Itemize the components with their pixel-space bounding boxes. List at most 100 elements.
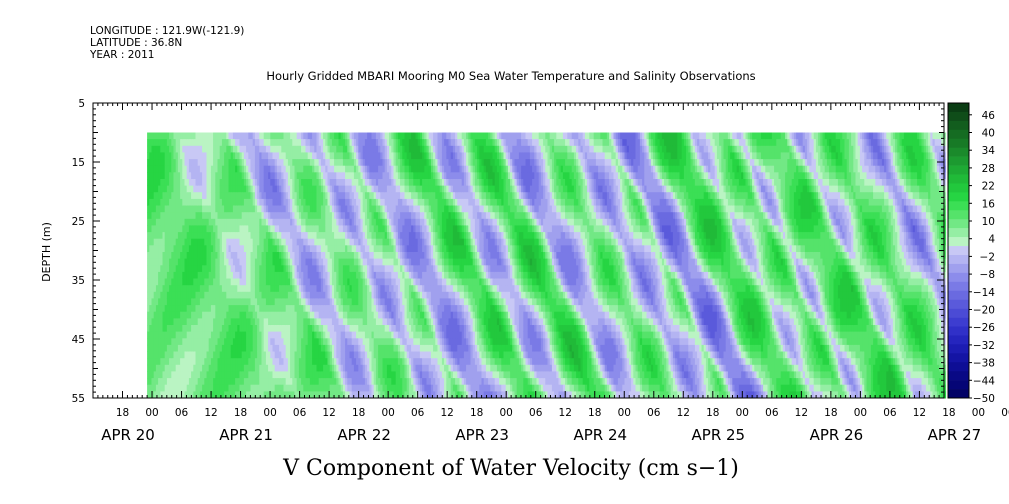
heatmap-cell [353, 331, 357, 339]
heatmap-cell [248, 391, 251, 399]
heatmap-cell [369, 218, 372, 226]
heatmap-cell [246, 305, 249, 313]
heatmap-cell [397, 351, 401, 359]
heatmap-cell [342, 172, 346, 180]
heatmap-cell [263, 172, 267, 180]
heatmap-cell [301, 258, 304, 266]
heatmap-cell [265, 285, 269, 293]
heatmap-cell [283, 391, 287, 399]
heatmap-cell [191, 145, 194, 153]
heatmap-cell [149, 278, 152, 286]
heatmap-cell [169, 139, 172, 147]
heatmap-cell [188, 391, 192, 399]
heatmap-cell [259, 265, 262, 273]
heatmap-cell [235, 258, 238, 266]
heatmap-cell [391, 391, 394, 399]
heatmap-cell [314, 311, 317, 319]
heatmap-cell [301, 391, 304, 399]
heatmap-cell [371, 179, 375, 187]
heatmap-cell [375, 358, 379, 366]
heatmap-cell [360, 378, 364, 386]
heatmap-cell [162, 225, 166, 233]
heatmap-cell [232, 331, 236, 339]
heatmap-cell [296, 145, 300, 153]
heatmap-cell [202, 238, 205, 246]
heatmap-cell [296, 298, 300, 306]
heatmap-cell [147, 351, 150, 359]
heatmap-cell [336, 278, 339, 286]
heatmap-cell [303, 258, 306, 266]
heatmap-cell [221, 225, 225, 233]
heatmap-cell [279, 371, 282, 379]
heatmap-cell [208, 358, 212, 366]
heatmap-cell [318, 291, 322, 299]
heatmap-cell [340, 378, 344, 386]
heatmap-cell [153, 145, 157, 153]
heatmap-cell [186, 159, 190, 167]
heatmap-cell [246, 338, 249, 346]
heatmap-cell [202, 338, 205, 346]
heatmap-cell [186, 391, 190, 399]
heatmap-cell [268, 265, 271, 273]
heatmap-cell [274, 159, 278, 167]
heatmap-cell [314, 185, 317, 193]
heatmap-cell [230, 232, 234, 240]
heatmap-cell [356, 305, 359, 313]
heatmap-cell [151, 371, 155, 379]
heatmap-cell [261, 245, 265, 253]
heatmap-cell [239, 218, 243, 226]
heatmap-cell [312, 152, 315, 160]
heatmap-cell [182, 232, 185, 240]
heatmap-cell [197, 245, 201, 253]
heatmap-cell [272, 325, 276, 333]
heatmap-cell [263, 391, 267, 399]
heatmap-cell [290, 185, 293, 193]
heatmap-cell [296, 179, 300, 187]
heatmap-cell [228, 391, 232, 399]
heatmap-cell [281, 344, 284, 352]
heatmap-cell [182, 245, 185, 253]
heatmap-cell [397, 172, 401, 180]
heatmap-cell [287, 185, 291, 193]
heatmap-cell [257, 325, 260, 333]
heatmap-cell [373, 172, 377, 180]
heatmap-cell [371, 271, 375, 279]
heatmap-cell [191, 351, 194, 359]
heatmap-cell [208, 305, 212, 313]
heatmap-cell [180, 245, 183, 253]
heatmap-cell [290, 159, 293, 167]
heatmap-cell [378, 325, 381, 333]
heatmap-cell [160, 265, 163, 273]
heatmap-cell [342, 192, 346, 200]
heatmap-cell [307, 225, 311, 233]
heatmap-cell [279, 258, 282, 266]
heatmap-cell [169, 218, 172, 226]
heatmap-cell [353, 265, 357, 273]
heatmap-cell [353, 311, 357, 319]
heatmap-cell [164, 205, 168, 213]
heatmap-cell [221, 298, 225, 306]
heatmap-cell [155, 305, 159, 313]
heatmap-cell [375, 325, 379, 333]
heatmap-cell [188, 205, 192, 213]
heatmap-cell [232, 291, 236, 299]
heatmap-cell [254, 258, 258, 266]
heatmap-cell [340, 311, 344, 319]
heatmap-cell [186, 298, 190, 306]
heatmap-cell [268, 298, 271, 306]
heatmap-cell [367, 291, 370, 299]
heatmap-cell [329, 285, 333, 293]
heatmap-cell [226, 192, 229, 200]
heatmap-cell [250, 238, 254, 246]
heatmap-cell [281, 371, 284, 379]
heatmap-cell [188, 338, 192, 346]
heatmap-cell [226, 318, 229, 326]
heatmap-cell [265, 298, 269, 306]
heatmap-cell [349, 192, 353, 200]
heatmap-cell [358, 331, 361, 339]
heatmap-cell [221, 305, 225, 313]
heatmap-cell [153, 318, 157, 326]
heatmap-cell [204, 185, 207, 193]
heatmap-cell [360, 318, 364, 326]
heatmap-cell [184, 371, 188, 379]
